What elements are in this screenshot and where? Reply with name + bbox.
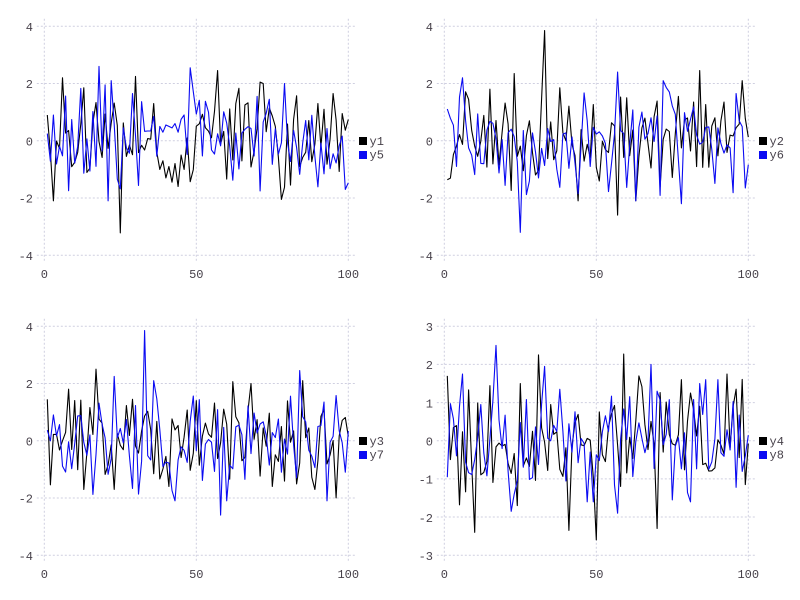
svg-text:-1: -1 [419,474,433,488]
svg-text:2: 2 [26,78,33,92]
svg-text:-3: -3 [419,550,433,564]
svg-text:y3: y3 [370,435,384,449]
svg-text:50: 50 [189,568,203,582]
svg-text:0: 0 [426,435,433,449]
svg-text:y4: y4 [770,435,784,449]
svg-text:100: 100 [737,568,759,582]
svg-text:3: 3 [426,321,433,335]
svg-text:100: 100 [337,268,359,282]
svg-text:y8: y8 [770,449,784,463]
svg-text:y5: y5 [370,149,384,163]
svg-text:-4: -4 [19,250,33,264]
svg-text:4: 4 [426,21,433,35]
svg-text:50: 50 [589,268,603,282]
svg-text:-4: -4 [419,250,433,264]
svg-text:0: 0 [26,435,33,449]
svg-text:0: 0 [41,568,48,582]
svg-text:-2: -2 [19,493,33,507]
svg-text:-2: -2 [419,193,433,207]
svg-text:y6: y6 [770,149,784,163]
svg-text:50: 50 [189,268,203,282]
svg-text:2: 2 [26,378,33,392]
svg-text:0: 0 [426,135,433,149]
svg-text:50: 50 [589,568,603,582]
svg-text:y1: y1 [370,135,384,149]
svg-text:0: 0 [26,135,33,149]
svg-text:0: 0 [441,568,448,582]
svg-text:y7: y7 [370,449,384,463]
svg-text:100: 100 [337,568,359,582]
svg-text:100: 100 [737,268,759,282]
svg-text:-4: -4 [19,550,33,564]
svg-text:2: 2 [426,359,433,373]
svg-text:2: 2 [426,78,433,92]
svg-text:1: 1 [426,397,433,411]
svg-text:-2: -2 [19,193,33,207]
svg-text:-2: -2 [419,512,433,526]
svg-text:4: 4 [26,321,33,335]
svg-text:0: 0 [41,268,48,282]
svg-text:4: 4 [26,21,33,35]
svg-text:y2: y2 [770,135,784,149]
svg-text:0: 0 [441,268,448,282]
